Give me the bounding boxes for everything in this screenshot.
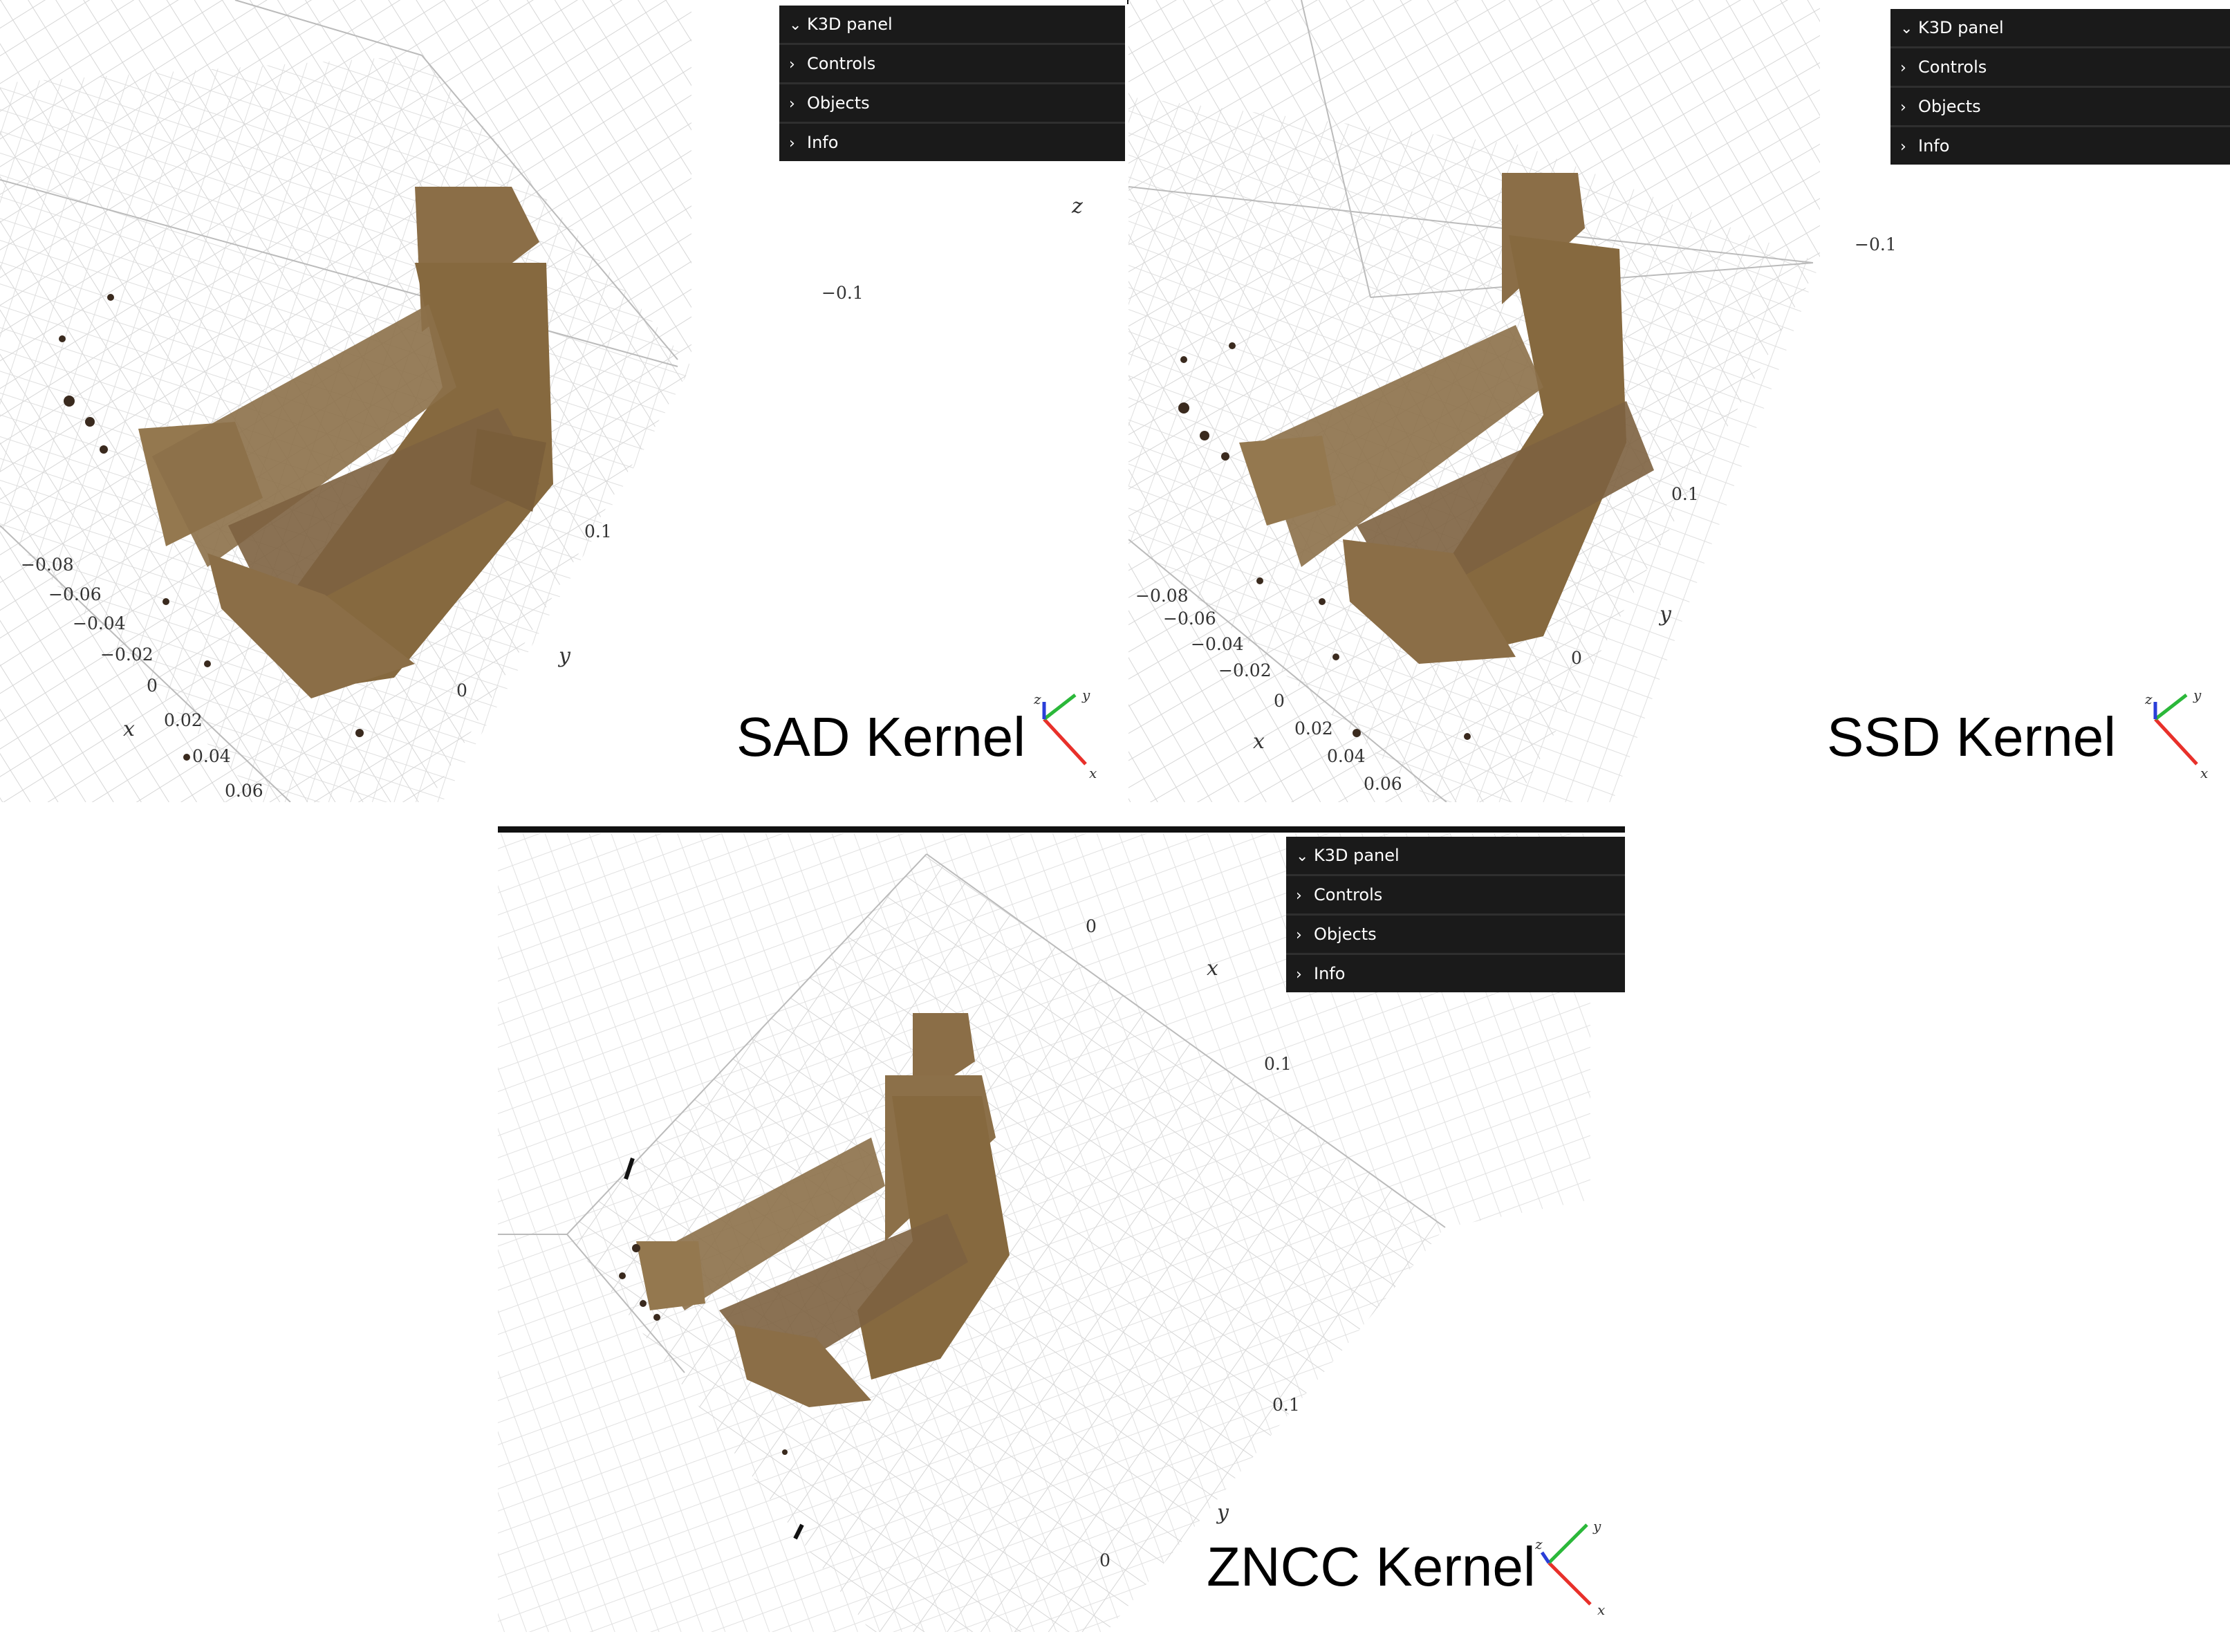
- svg-text:0: 0: [1099, 1550, 1111, 1570]
- scene-canvas[interactable]: −0.08 −0.06 −0.04 −0.02 0 0.02 0.04 0.06…: [1128, 0, 2230, 802]
- svg-text:−0.04: −0.04: [73, 613, 126, 633]
- svg-text:−0.06: −0.06: [1163, 609, 1216, 629]
- svg-text:0.04: 0.04: [192, 746, 231, 766]
- chevron-right-icon: ›: [789, 95, 795, 113]
- svg-text:0.04: 0.04: [1327, 746, 1366, 766]
- chevron-down-icon: ⌄: [1296, 848, 1309, 865]
- chevron-down-icon: ⌄: [789, 17, 802, 34]
- svg-text:0.1: 0.1: [1264, 1054, 1292, 1074]
- svg-text:y: y: [1592, 1518, 1601, 1534]
- point-cloud: [59, 187, 553, 761]
- svg-text:y: y: [1658, 602, 1672, 627]
- viewer-zncc[interactable]: 0 0.1 0.1 0 x y ⌄ K3D panel › Controls › Ob…: [498, 826, 1625, 1632]
- scene-canvas[interactable]: −0.08 −0.06 −0.04 −0.02 0 0.02 0.04 0.06…: [0, 0, 1126, 802]
- svg-text:0.1: 0.1: [1272, 1395, 1300, 1415]
- svg-text:z: z: [1071, 194, 1083, 219]
- chevron-down-icon: ⌄: [1900, 20, 1913, 37]
- k3d-panel-objects[interactable]: › Objects: [779, 84, 1125, 124]
- k3d-panel-info[interactable]: › Info: [1286, 955, 1625, 992]
- svg-text:0: 0: [1274, 691, 1285, 711]
- svg-text:0.06: 0.06: [1364, 774, 1402, 794]
- chevron-right-icon: ›: [1900, 59, 1906, 77]
- svg-text:x: x: [1089, 765, 1097, 781]
- svg-text:−0.08: −0.08: [21, 555, 74, 575]
- k3d-panel-controls[interactable]: › Controls: [779, 45, 1125, 84]
- svg-text:y: y: [1081, 687, 1090, 703]
- kernel-label: ZNCC Kernel: [1207, 1536, 1536, 1597]
- svg-text:−0.04: −0.04: [1191, 634, 1244, 654]
- svg-text:−0.1: −0.1: [1855, 234, 1897, 254]
- axes-triad-icon: y z x: [1535, 1518, 1605, 1618]
- svg-text:0: 0: [1571, 648, 1582, 668]
- chevron-right-icon: ›: [1296, 966, 1302, 983]
- chevron-right-icon: ›: [1900, 99, 1906, 116]
- svg-text:y: y: [2193, 687, 2202, 703]
- chevron-right-icon: ›: [1296, 887, 1302, 904]
- chevron-right-icon: ›: [1296, 927, 1302, 944]
- viewer-ssd[interactable]: −0.08 −0.06 −0.04 −0.02 0 0.02 0.04 0.06…: [1128, 0, 2230, 802]
- svg-text:x: x: [1597, 1602, 1605, 1618]
- k3d-panel-info[interactable]: › Info: [779, 124, 1125, 161]
- scene-canvas[interactable]: 0 0.1 0.1 0 x y: [498, 826, 1625, 1632]
- k3d-panel-info[interactable]: › Info: [1890, 127, 2230, 165]
- svg-text:−0.1: −0.1: [821, 283, 864, 303]
- k3d-panel-header[interactable]: ⌄ K3D panel: [779, 6, 1125, 45]
- svg-text:0.1: 0.1: [584, 521, 612, 541]
- axes-triad-icon: y z x: [2145, 687, 2208, 781]
- svg-text:x: x: [2200, 765, 2208, 781]
- k3d-panel-header[interactable]: ⌄ K3D panel: [1286, 837, 1625, 876]
- svg-text:0: 0: [1086, 916, 1097, 936]
- svg-text:0.02: 0.02: [164, 710, 203, 730]
- svg-text:0.02: 0.02: [1294, 718, 1333, 739]
- svg-text:−0.08: −0.08: [1135, 586, 1189, 606]
- svg-text:x: x: [123, 717, 135, 741]
- k3d-panel[interactable]: ⌄ K3D panel › Controls › Objects › Info: [1890, 9, 2230, 165]
- svg-text:−0.02: −0.02: [100, 644, 154, 665]
- svg-text:y: y: [557, 644, 571, 668]
- viewer-sad[interactable]: −0.08 −0.06 −0.04 −0.02 0 0.02 0.04 0.06…: [0, 0, 1126, 802]
- svg-text:0.1: 0.1: [1671, 484, 1699, 504]
- chevron-right-icon: ›: [789, 135, 795, 152]
- point-cloud: [1178, 173, 1654, 740]
- svg-text:0.06: 0.06: [225, 781, 263, 801]
- k3d-panel-objects[interactable]: › Objects: [1286, 916, 1625, 955]
- k3d-panel[interactable]: ⌄ K3D panel › Controls › Objects › Info: [1286, 837, 1625, 992]
- axis-ticks: −0.08 −0.06 −0.04 −0.02 0 0.02 0.04 0.06…: [21, 194, 1083, 801]
- chevron-right-icon: ›: [1900, 138, 1906, 156]
- chevron-right-icon: ›: [789, 56, 795, 73]
- axis-ticks: 0 0.1 0.1 0 x y: [1086, 916, 1300, 1570]
- kernel-label: SSD Kernel: [1827, 706, 2116, 768]
- k3d-panel-objects[interactable]: › Objects: [1890, 88, 2230, 127]
- svg-text:−0.06: −0.06: [48, 584, 102, 604]
- k3d-panel-controls[interactable]: › Controls: [1890, 48, 2230, 88]
- point-cloud: [619, 1013, 1010, 1540]
- svg-text:0: 0: [456, 680, 467, 700]
- kernel-label: SAD Kernel: [736, 706, 1025, 768]
- k3d-panel-header[interactable]: ⌄ K3D panel: [1890, 9, 2230, 48]
- k3d-panel[interactable]: ⌄ K3D panel › Controls › Objects › Info: [779, 6, 1125, 161]
- axes-triad-icon: y z x: [1034, 687, 1097, 781]
- svg-text:z: z: [1034, 691, 1041, 707]
- svg-text:0: 0: [147, 676, 158, 696]
- axis-ticks: −0.08 −0.06 −0.04 −0.02 0 0.02 0.04 0.06…: [1135, 234, 1897, 794]
- panel-separator: [498, 826, 1625, 833]
- svg-text:x: x: [1253, 730, 1265, 754]
- svg-text:y: y: [1216, 1501, 1229, 1525]
- svg-text:−0.02: −0.02: [1218, 660, 1272, 680]
- svg-text:z: z: [2145, 691, 2153, 707]
- svg-text:x: x: [1207, 956, 1218, 981]
- k3d-panel-controls[interactable]: › Controls: [1286, 876, 1625, 916]
- svg-text:z: z: [1535, 1536, 1543, 1552]
